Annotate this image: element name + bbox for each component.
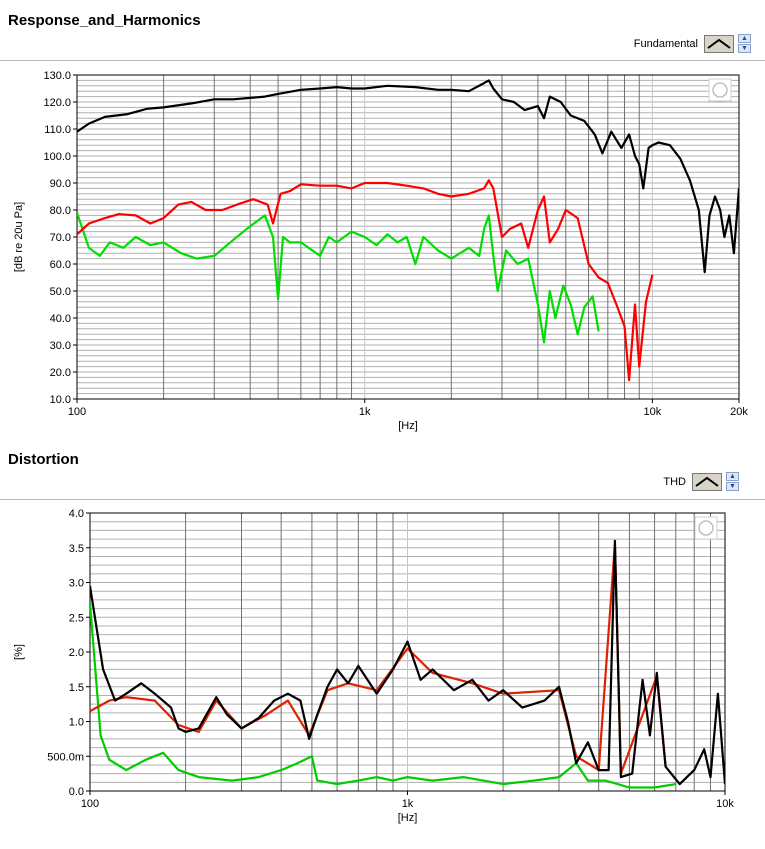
x-tick-label: 10k <box>644 406 662 418</box>
series-line-3rd-harmonic <box>90 603 676 789</box>
y-tick-label: 40.0 <box>50 313 71 325</box>
x-tick-label: 10k <box>716 798 734 810</box>
y-tick-label: 1.0 <box>69 717 84 729</box>
y-tick-label: 110.0 <box>44 124 71 136</box>
distortion-legend: THD ▲ ▼ <box>663 472 739 491</box>
legend-scroll-up-button[interactable]: ▲ <box>738 34 751 43</box>
y-tick-label: 30.0 <box>50 340 71 352</box>
distortion-panel-title: Distortion <box>8 451 79 468</box>
x-tick-label: 100 <box>81 798 99 810</box>
series-group <box>77 79 739 382</box>
series-group <box>90 539 725 789</box>
series-line-thd <box>90 539 725 786</box>
y-tick-label: 1.5 <box>69 682 84 694</box>
legend-scroll-down-button[interactable]: ▼ <box>726 482 739 491</box>
y-tick-label: 120.0 <box>43 97 71 109</box>
x-axis-label: [Hz] <box>398 812 418 824</box>
response-legend-label: Fundamental <box>633 37 698 50</box>
distortion-legend-label: THD <box>663 475 686 488</box>
distortion-panel-divider <box>0 499 765 500</box>
y-tick-label: 3.5 <box>69 543 84 555</box>
x-axis-label: [Hz] <box>398 420 418 432</box>
y-tick-label: 3.0 <box>69 578 84 590</box>
y-tick-label: 90.0 <box>50 178 71 190</box>
legend-scroll-down-button[interactable]: ▼ <box>738 44 751 53</box>
y-tick-label: 130.0 <box>43 70 71 82</box>
y-tick-label: 50.0 <box>50 286 71 298</box>
series-line-2nd-harmonic <box>77 179 654 382</box>
peak-curve-icon[interactable] <box>704 34 734 53</box>
plot-tool-icon[interactable] <box>708 78 732 102</box>
y-tick-label: 80.0 <box>50 205 71 217</box>
peak-curve-icon[interactable] <box>692 472 722 491</box>
response-panel-title: Response_and_Harmonics <box>8 12 201 29</box>
y-tick-label: 4.0 <box>69 508 84 520</box>
y-axis-label: [%] <box>13 644 25 660</box>
x-tick-label: 100 <box>68 406 86 418</box>
x-tick-label: 1k <box>359 406 371 418</box>
y-tick-label: 10.0 <box>50 394 71 406</box>
y-tick-label: 500.0m <box>47 751 84 763</box>
response-panel-divider <box>0 60 765 61</box>
y-tick-label: 100.0 <box>43 151 71 163</box>
y-axis-label: [dB re 20u Pa] <box>13 202 25 272</box>
legend-scroll-up-button[interactable]: ▲ <box>726 472 739 481</box>
y-tick-label: 20.0 <box>50 367 71 379</box>
series-line-fundamental <box>77 79 739 274</box>
distortion-chart: 0.0 500.0m 1.0 1.5 2.0 2.5 3.0 3.5 4.0 100 1k 10k [H… <box>13 508 734 824</box>
plot-tool-icon[interactable] <box>694 516 718 540</box>
y-tick-label: 70.0 <box>50 232 71 244</box>
series-line-3rd-harmonic <box>77 212 600 344</box>
x-tick-label: 20k <box>730 406 748 418</box>
y-tick-label: 0.0 <box>69 786 84 798</box>
x-tick-label: 1k <box>402 798 414 810</box>
response-legend: Fundamental ▲ ▼ <box>634 34 751 53</box>
y-tick-label: 2.0 <box>69 647 84 659</box>
grid <box>76 74 740 400</box>
response-chart: 10.0 20.0 30.0 40.0 50.0 60.0 70.0 80.0 90.0 100.… <box>13 70 748 432</box>
y-tick-label: 2.5 <box>69 612 84 624</box>
y-tick-label: 60.0 <box>50 259 71 271</box>
